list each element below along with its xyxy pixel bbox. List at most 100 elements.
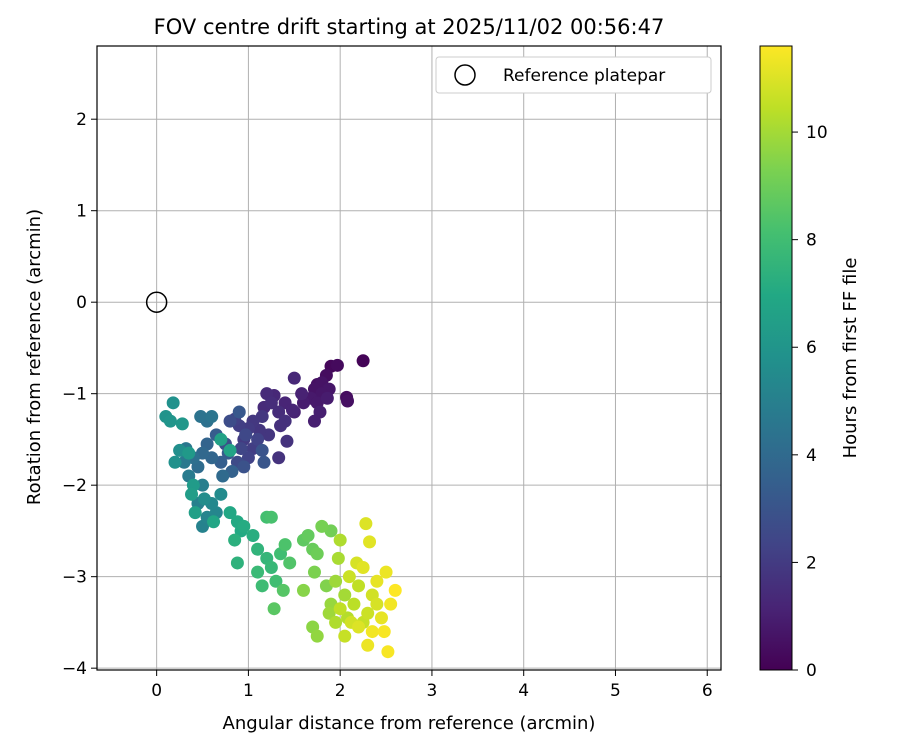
data-point — [223, 506, 237, 520]
data-point — [374, 611, 388, 625]
x-tick-label: 3 — [427, 681, 438, 701]
data-point — [205, 410, 219, 424]
data-point — [251, 565, 265, 579]
data-point — [216, 469, 230, 483]
data-point — [280, 434, 294, 448]
data-point — [329, 574, 343, 588]
y-axis-ticks: −4 −3 −2 −1 0 1 2 — [62, 110, 97, 679]
data-point — [287, 371, 301, 385]
colorbar-tick-label: 2 — [806, 553, 817, 573]
colorbar-tick-label: 8 — [806, 231, 817, 251]
x-tick-label: 0 — [151, 681, 162, 701]
data-point — [356, 354, 370, 368]
data-point — [307, 414, 321, 428]
data-point — [315, 519, 329, 533]
data-point — [257, 455, 271, 469]
data-point — [381, 645, 395, 659]
y-tick-label: −4 — [62, 659, 87, 679]
data-point — [352, 620, 366, 634]
data-point — [329, 615, 343, 629]
data-point — [310, 629, 324, 643]
grid — [97, 46, 721, 670]
data-point — [274, 419, 288, 433]
data-point — [269, 574, 283, 588]
x-tick-label: 6 — [702, 681, 713, 701]
y-tick-label: 0 — [76, 293, 87, 313]
data-point — [320, 391, 334, 405]
data-point — [278, 538, 292, 552]
data-point — [207, 515, 221, 529]
y-axis-label: Rotation from reference (arcmin) — [24, 209, 45, 505]
data-point — [333, 602, 347, 616]
data-point — [379, 565, 393, 579]
x-tick-label: 5 — [610, 681, 621, 701]
data-point — [214, 487, 228, 501]
data-point — [331, 551, 345, 565]
data-point — [182, 446, 196, 460]
y-tick-label: 1 — [76, 202, 87, 222]
data-point — [384, 597, 398, 611]
colorbar-tick-label: 10 — [806, 123, 828, 143]
colorbar: 0 2 4 6 8 10 Hours from first FF file — [759, 45, 861, 681]
data-point — [301, 529, 315, 543]
data-point — [234, 442, 248, 456]
legend-label: Reference platepar — [503, 66, 665, 86]
data-point — [163, 414, 177, 428]
data-point — [276, 583, 290, 597]
data-point — [196, 478, 210, 492]
colorbar-label: Hours from first FF file — [840, 258, 861, 459]
colorbar-tick-label: 0 — [806, 661, 817, 681]
data-point — [188, 506, 202, 520]
data-point — [223, 414, 237, 428]
data-point — [342, 570, 356, 584]
plot-area: 0 1 2 3 4 5 6 −4 −3 −2 −1 0 1 2 — [62, 45, 722, 701]
data-point — [264, 561, 278, 575]
data-point — [370, 597, 384, 611]
x-tick-label: 2 — [335, 681, 346, 701]
colorbar-ticks: 0 2 4 6 8 10 — [792, 123, 828, 681]
y-tick-label: −3 — [62, 568, 87, 588]
data-point — [239, 428, 253, 442]
legend-marker-icon — [454, 64, 476, 86]
y-tick-label: −2 — [62, 476, 87, 496]
data-point — [228, 533, 242, 547]
colorbar-tick-label: 6 — [806, 338, 817, 358]
data-point — [333, 533, 347, 547]
data-point — [359, 517, 373, 531]
data-point — [363, 535, 377, 549]
data-point — [194, 410, 208, 424]
data-point — [341, 394, 355, 408]
x-axis-label: Angular distance from reference (arcmin) — [223, 713, 596, 734]
data-point — [237, 460, 251, 474]
data-point — [251, 542, 265, 556]
data-point — [361, 638, 375, 652]
data-point — [347, 597, 361, 611]
data-point — [168, 455, 182, 469]
data-point — [338, 629, 352, 643]
data-point — [255, 579, 269, 593]
y-tick-label: −1 — [62, 385, 87, 405]
plot-frame — [96, 45, 722, 671]
data-point — [365, 625, 379, 639]
x-tick-label: 4 — [518, 681, 529, 701]
data-point — [296, 583, 310, 597]
data-point — [310, 547, 324, 561]
data-point — [388, 583, 402, 597]
data-point — [264, 510, 278, 524]
data-point — [230, 556, 244, 570]
data-point — [197, 492, 211, 506]
legend-box — [435, 56, 712, 94]
data-point — [377, 625, 391, 639]
x-tick-label: 1 — [243, 681, 254, 701]
data-point — [295, 387, 309, 401]
data-point — [175, 417, 189, 431]
data-point — [246, 529, 260, 543]
data-point — [166, 396, 180, 410]
y-tick-label: 2 — [76, 110, 87, 130]
data-point — [361, 606, 375, 620]
data-point — [370, 574, 384, 588]
data-point — [338, 588, 352, 602]
data-point — [185, 487, 199, 501]
legend: Reference platepar — [435, 56, 712, 94]
chart-title: FOV centre drift starting at 2025/11/02 … — [154, 15, 665, 39]
